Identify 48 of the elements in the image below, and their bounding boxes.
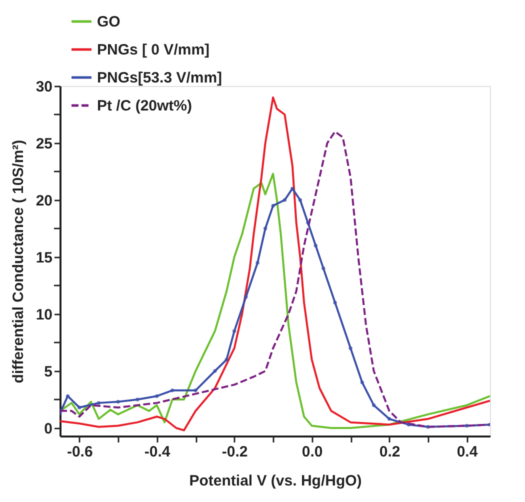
legend-label: Pt /C (20wt%) — [97, 98, 192, 114]
y-tick-label: 15 — [36, 250, 52, 267]
point — [170, 388, 174, 392]
point — [360, 380, 364, 384]
point — [263, 226, 268, 230]
x-tick-label: -0.2 — [222, 444, 248, 460]
point — [116, 400, 120, 404]
x-tick-label: -0.4 — [144, 444, 171, 460]
point — [213, 369, 217, 373]
point — [96, 401, 101, 405]
point — [78, 406, 82, 410]
y-tick-label: 25 — [36, 136, 52, 153]
y-tick-label: 0 — [44, 420, 52, 438]
point — [256, 260, 260, 265]
point — [66, 394, 70, 398]
point — [406, 422, 411, 426]
point — [426, 425, 430, 429]
point — [387, 417, 392, 421]
point — [348, 346, 352, 350]
point — [314, 244, 318, 248]
point — [224, 358, 228, 362]
point — [322, 266, 326, 270]
x-tick-label: 0.4 — [456, 444, 478, 460]
point — [306, 220, 310, 225]
point — [232, 329, 236, 333]
point — [154, 394, 159, 398]
legend-label: PNGs [ 0 V/mm] — [97, 42, 210, 58]
point — [372, 403, 376, 408]
point — [282, 198, 287, 202]
x-tick-label: 0.2 — [379, 444, 400, 460]
y-tick-label: 20 — [36, 192, 52, 210]
legend-label: PNGs[53.3 V/mm] — [97, 70, 222, 86]
y-tick-label: 10 — [36, 306, 52, 324]
point — [194, 388, 198, 392]
point — [290, 186, 294, 190]
y-tick-label: 5 — [44, 364, 52, 381]
point — [136, 398, 140, 402]
x-axis-title: Potential V (vs. Hg/HgO) — [189, 472, 362, 490]
y-axis-title: differential Conductance ( 10S/m²) — [10, 140, 27, 384]
y-tick-label: 30 — [36, 78, 52, 96]
x-tick-label: 0.0 — [302, 444, 323, 460]
point — [271, 204, 275, 208]
legend-label: GO — [97, 14, 121, 30]
point — [298, 198, 302, 202]
point — [333, 300, 337, 304]
point — [244, 295, 248, 299]
x-tick-label: -0.6 — [66, 444, 93, 460]
point — [464, 424, 469, 428]
